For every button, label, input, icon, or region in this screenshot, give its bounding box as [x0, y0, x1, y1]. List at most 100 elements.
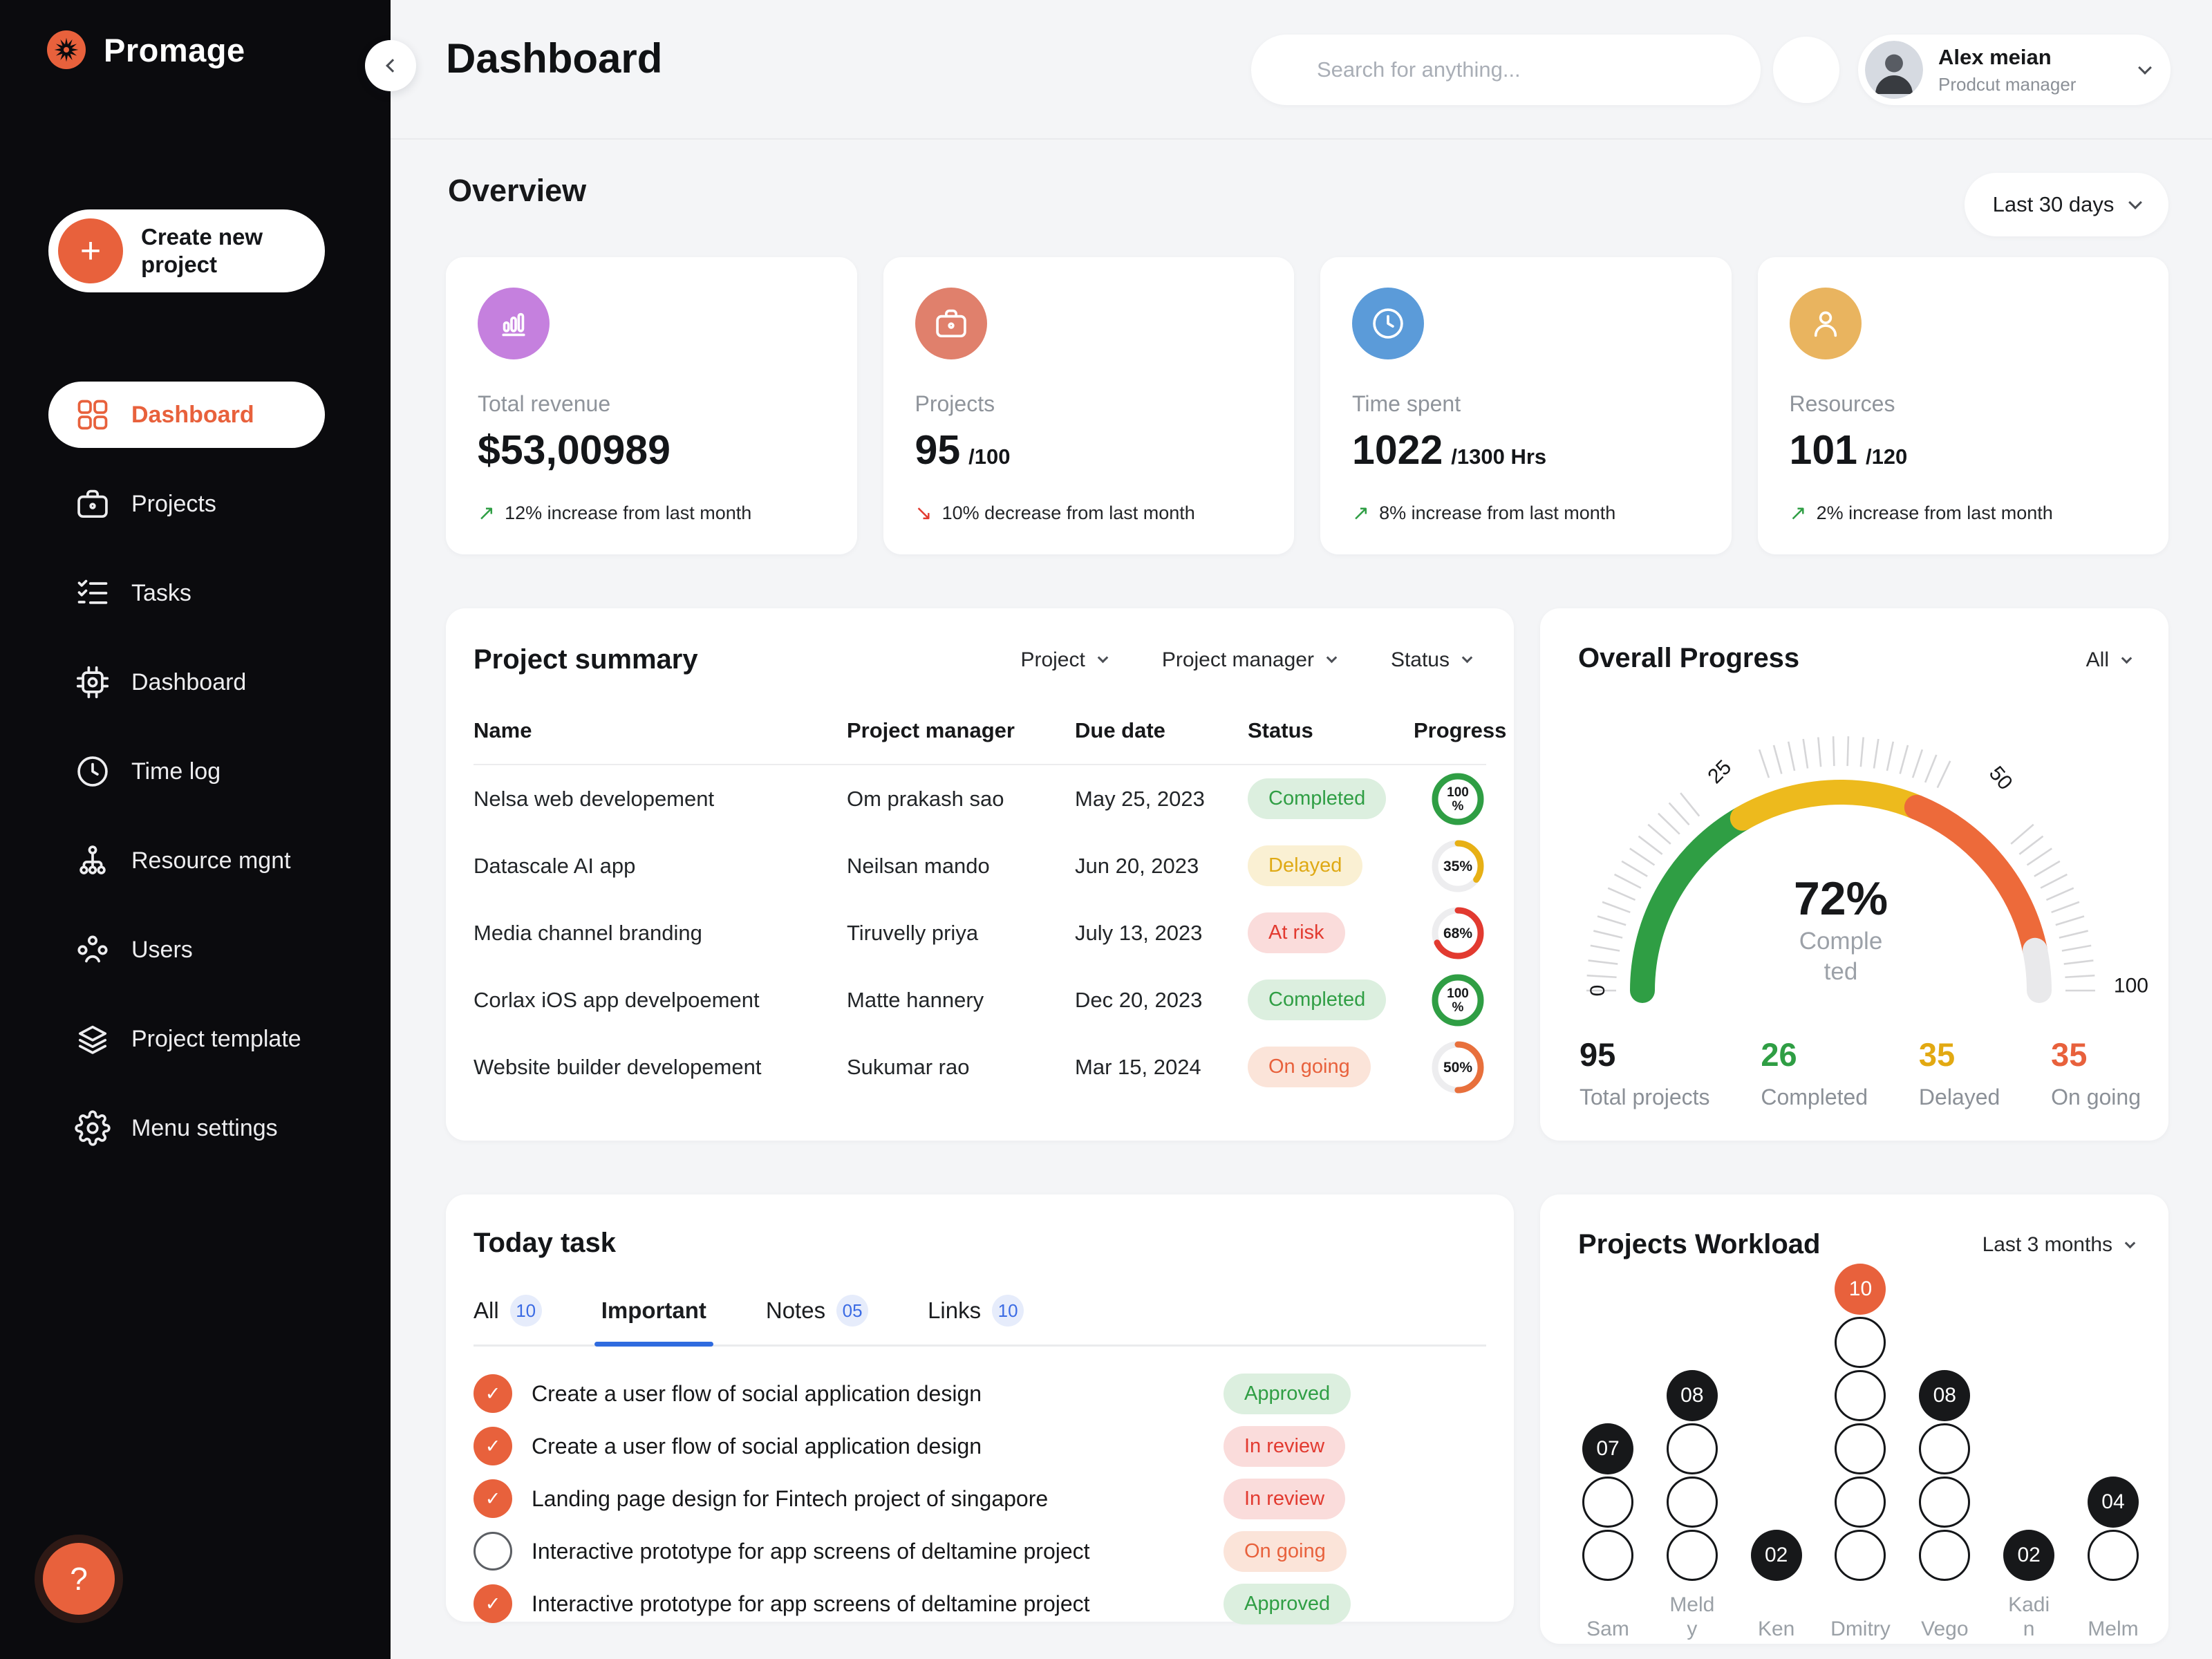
project-summary-filters: Project Project manager Status — [1020, 648, 1486, 672]
cell-due-date: Dec 20, 2023 — [1075, 987, 1203, 1012]
sidebar-item-projects[interactable]: Projects — [48, 471, 325, 537]
column-header-project-manager: Project manager — [847, 718, 1015, 742]
tab-links[interactable]: Links 10 — [928, 1295, 1024, 1344]
task-checkbox[interactable]: ✓ — [474, 1374, 512, 1413]
workload-unit-circle — [1835, 1317, 1886, 1368]
overall-progress-title: Overall Progress — [1578, 643, 1800, 673]
status-badge: Delayed — [1248, 845, 1363, 886]
notification-button[interactable] — [1773, 37, 1839, 103]
task-text: Interactive prototype for app screens of… — [532, 1538, 1090, 1564]
project-summary-panel: Project summary Project Project manager St… — [446, 608, 1514, 1141]
logo-icon — [47, 30, 86, 69]
chevron-down-icon — [2124, 1237, 2136, 1248]
workload-column-meldy: 08 Meld y — [1658, 1370, 1727, 1640]
workload-unit-circle — [1919, 1530, 1971, 1581]
sidebar-item-label: Menu settings — [131, 1114, 278, 1141]
workload-column-dmitry: 10 Dmitry — [1826, 1264, 1895, 1640]
chevron-left-icon — [386, 59, 400, 73]
task-checkbox[interactable] — [474, 1532, 512, 1571]
tab-notes[interactable]: Notes 05 — [766, 1295, 869, 1344]
search-input[interactable] — [1317, 57, 1726, 82]
workload-title: Projects Workload — [1578, 1229, 1821, 1259]
workload-unit-circle — [1919, 1423, 1971, 1474]
cell-project-name: Website builder developement — [474, 1054, 762, 1079]
stat-value: 35 — [2051, 1036, 2088, 1073]
kpi-label: Resources — [1789, 391, 1895, 416]
checklist-icon — [75, 575, 111, 611]
progress-stat-delayed: 35 Delayed — [1919, 1035, 2000, 1110]
sidebar-item-users[interactable]: Users — [48, 917, 325, 983]
progress-stat-total-projects: 95 Total projects — [1580, 1035, 1710, 1110]
project-summary-title: Project summary — [474, 644, 698, 675]
workload-column-sam: 07 Sam — [1573, 1423, 1642, 1640]
status-badge: At risk — [1248, 912, 1345, 953]
sidebar-item-label: Dashboard — [131, 668, 247, 695]
workload-column-melm: 04 Melm — [2079, 1477, 2148, 1640]
kpi-value: 95 — [915, 427, 961, 473]
stat-value: 95 — [1580, 1036, 1616, 1073]
grid-icon — [75, 397, 111, 433]
workload-unit-circle — [1835, 1370, 1886, 1421]
cell-due-date: Jun 20, 2023 — [1075, 853, 1199, 878]
workload-person-label: Sam — [1586, 1617, 1629, 1640]
task-checkbox[interactable]: ✓ — [474, 1427, 512, 1465]
sidebar-item-resource-mgnt[interactable]: Resource mgnt — [48, 827, 325, 894]
search-bar — [1251, 35, 1761, 105]
table-header: Name Project manager Due date Status Progres… — [474, 718, 1506, 765]
sidebar-item-tasks[interactable]: Tasks — [48, 560, 325, 626]
chevron-down-icon — [1461, 652, 1473, 664]
kpi-card-total-revenue: Total revenue $53,00989 ↗ 12% increase from… — [446, 257, 857, 554]
overall-progress-filter[interactable]: All — [2086, 648, 2133, 672]
tab-important[interactable]: Important — [594, 1295, 714, 1347]
progress-ring: 100% — [1414, 771, 1486, 827]
overview-range-dropdown[interactable]: Last 30 days — [1965, 173, 2168, 236]
kpi-delta: ↗ 2% increase from last month — [1789, 502, 2053, 525]
table-row: Website builder developement Sukumar rao M… — [474, 1033, 1486, 1100]
create-project-button[interactable]: + Create new project — [48, 209, 325, 292]
task-row: ✓ Landing page design for Fintech project… — [474, 1472, 1486, 1525]
kpi-value: 1022 — [1352, 427, 1443, 473]
tab-all[interactable]: All 10 — [474, 1295, 542, 1344]
profile-menu[interactable]: Alex meian Prodcut manager — [1858, 35, 2171, 105]
progress-ring: 100% — [1414, 972, 1486, 1029]
sidebar-item-dashboard[interactable]: Dashboard — [48, 649, 325, 715]
workload-value-badge: 02 — [1750, 1530, 1802, 1581]
svg-text:100: 100 — [2114, 975, 2148, 997]
workload-unit-circle — [1666, 1477, 1718, 1528]
sidebar-item-label: Resource mgnt — [131, 847, 291, 874]
user-name: Alex meian — [1938, 44, 2052, 69]
filter-project-manager[interactable]: Project manager — [1162, 648, 1338, 672]
task-status-badge: In review — [1224, 1478, 1346, 1519]
task-checkbox[interactable]: ✓ — [474, 1479, 512, 1518]
svg-text:Comple: Comple — [1799, 928, 1883, 955]
workload-value-badge: 07 — [1582, 1423, 1633, 1474]
overall-progress-panel: Overall Progress All 0 25 50 100 72% Comple te… — [1540, 608, 2168, 1141]
workload-person-label: Vego — [1921, 1617, 1969, 1640]
kpi-card-resources: Resources 101/120 ↗ 2% increase from last m… — [1757, 257, 2168, 554]
table-row: Media channel branding Tiruvelly priya Jul… — [474, 899, 1486, 966]
sidebar-collapse-button[interactable] — [365, 40, 416, 91]
stat-value: 35 — [1918, 1036, 1956, 1073]
kpi-card-projects: Projects 95/100 ↘ 10% decrease from last mo… — [883, 257, 1294, 554]
layers-icon — [75, 1021, 111, 1057]
chevron-down-icon — [1097, 652, 1109, 664]
task-checkbox[interactable]: ✓ — [474, 1584, 512, 1623]
help-button[interactable]: ? — [43, 1543, 115, 1615]
filter-status[interactable]: Status — [1391, 648, 1473, 672]
filter-project[interactable]: Project — [1020, 648, 1109, 672]
arrow-down-icon: ↘ — [915, 502, 932, 525]
workload-range-dropdown[interactable]: Last 3 months — [1983, 1233, 2136, 1257]
workload-unit-circle — [2087, 1530, 2139, 1581]
task-text: Landing page design for Fintech project … — [532, 1485, 1049, 1511]
sidebar-item-menu-settings[interactable]: Menu settings — [48, 1095, 325, 1161]
create-project-label: Create new project — [141, 223, 263, 277]
task-status-badge: On going — [1224, 1530, 1347, 1572]
sidebar-item-time-log[interactable]: Time log — [48, 738, 325, 805]
table-row: Datascale AI app Neilsan mando Jun 20, 202… — [474, 832, 1486, 899]
sidebar-item-project-template[interactable]: Project template — [48, 1006, 325, 1072]
status-badge: Completed — [1248, 778, 1387, 819]
sidebar-item-dashboard[interactable]: Dashboard — [48, 382, 325, 448]
kpi-suffix: /120 — [1865, 444, 1908, 469]
sidebar-nav: Dashboard Projects Tasks Dashboard Time log R… — [48, 382, 325, 1184]
workload-unit-circle — [1666, 1423, 1718, 1474]
